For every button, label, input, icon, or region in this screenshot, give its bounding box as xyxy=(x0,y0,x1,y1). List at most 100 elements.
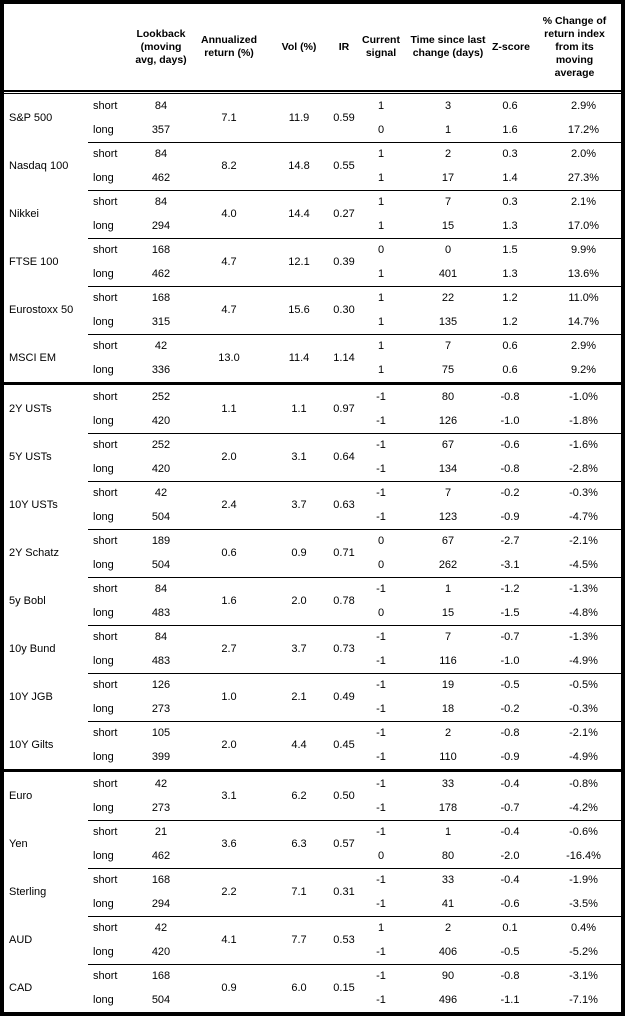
header-lookback: Lookback (moving avg, days) xyxy=(135,27,187,66)
annualized-return-value: 7.1 xyxy=(221,112,237,124)
z-score-value: 0.1 xyxy=(502,922,518,934)
ir-value: 0.30 xyxy=(333,304,355,316)
annualized-return-value: 4.1 xyxy=(221,934,237,946)
signal-value: -1 xyxy=(376,511,386,523)
annualized-return-value: 3.6 xyxy=(221,838,237,850)
instrument-name: 10y Bund xyxy=(9,643,56,655)
ir-value: 0.49 xyxy=(333,691,355,703)
signal-value: 1 xyxy=(377,220,385,232)
annualized-return-value: 8.2 xyxy=(221,160,237,172)
z-score-value: 0.3 xyxy=(502,196,518,208)
header-ir: IR xyxy=(338,40,350,53)
z-score-value: 0.6 xyxy=(502,340,518,352)
instrument-name: 5Y USTs xyxy=(9,451,52,463)
z-score-value: -0.2 xyxy=(500,703,520,715)
vol-value: 15.6 xyxy=(288,304,310,316)
annualized-return-value: 2.0 xyxy=(221,451,237,463)
time-since-change-value: 67 xyxy=(441,535,455,547)
signal-value: 1 xyxy=(377,268,385,280)
lookback-value: 252 xyxy=(151,439,171,451)
lookback-value: 126 xyxy=(151,679,171,691)
pct-change-value: 11.0% xyxy=(568,292,599,304)
lookback-value: 84 xyxy=(154,148,168,160)
signal-value: 0 xyxy=(377,607,385,619)
time-since-change-value: 406 xyxy=(438,946,458,958)
signal-value: -1 xyxy=(376,994,386,1006)
signal-value: -1 xyxy=(376,487,386,499)
horizon-label-long: long xyxy=(93,994,114,1006)
lookback-value: 42 xyxy=(154,922,168,934)
ir-value: 0.63 xyxy=(333,499,355,511)
instrument-name: 5y Bobl xyxy=(9,595,46,607)
pct-change-value: -4.9% xyxy=(569,655,598,667)
time-since-change-value: 134 xyxy=(438,463,458,475)
horizon-label-long: long xyxy=(93,898,114,910)
z-score-value: -0.7 xyxy=(500,631,520,643)
annualized-return-value: 4.7 xyxy=(221,304,237,316)
signal-value: -1 xyxy=(376,751,386,763)
lookback-value: 504 xyxy=(151,559,171,571)
vol-value: 4.4 xyxy=(291,739,307,751)
vol-value: 6.2 xyxy=(291,790,307,802)
instrument-name: Eurostoxx 50 xyxy=(9,304,74,316)
header-annualized-return: Annualized return (%) xyxy=(200,34,257,59)
horizon-label-short: short xyxy=(93,244,118,256)
ir-value: 0.31 xyxy=(333,886,355,898)
lookback-value: 84 xyxy=(154,196,168,208)
vol-value: 6.0 xyxy=(291,982,307,994)
z-score-value: -0.2 xyxy=(500,487,520,499)
pct-change-value: 17.0% xyxy=(567,220,600,232)
vol-value: 3.7 xyxy=(291,499,307,511)
horizon-label-long: long xyxy=(93,559,114,571)
signal-value: -1 xyxy=(376,631,386,643)
instrument-name: MSCI EM xyxy=(9,352,57,364)
instrument-name: CAD xyxy=(9,982,33,994)
z-score-value: -2.7 xyxy=(500,535,520,547)
z-score-value: 1.2 xyxy=(502,292,518,304)
signal-value: -1 xyxy=(376,655,386,667)
signal-value: 1 xyxy=(377,292,385,304)
pct-change-value: 17.2% xyxy=(567,124,600,136)
annualized-return-value: 1.1 xyxy=(221,403,237,415)
vol-value: 11.4 xyxy=(288,352,310,364)
signal-value: 1 xyxy=(377,922,385,934)
horizon-label-short: short xyxy=(93,778,118,790)
lookback-value: 168 xyxy=(151,970,171,982)
lookback-value: 84 xyxy=(154,100,168,112)
instrument-group: S&P 500 short long 84 357 7.1 11.9 0.59 1 0 3 1 0.6 1… xyxy=(4,94,621,142)
time-since-change-value: 126 xyxy=(438,415,458,427)
instrument-group: 10y Bund short long 84 483 2.7 3.7 0.73 -1 -1 7 116… xyxy=(4,625,621,673)
vol-value: 2.1 xyxy=(291,691,307,703)
lookback-value: 42 xyxy=(154,778,168,790)
horizon-label-short: short xyxy=(93,922,118,934)
z-score-value: -0.8 xyxy=(500,970,520,982)
time-since-change-value: 33 xyxy=(441,778,455,790)
lookback-value: 462 xyxy=(151,172,171,184)
pct-change-value: -1.6% xyxy=(569,439,598,451)
instrument-name: S&P 500 xyxy=(9,112,53,124)
z-score-value: 1.3 xyxy=(502,220,518,232)
z-score-value: -0.8 xyxy=(500,391,520,403)
pct-change-value: -0.3% xyxy=(569,703,598,715)
z-score-value: 1.2 xyxy=(502,316,518,328)
pct-change-value: -1.3% xyxy=(569,583,598,595)
pct-change-value: -1.3% xyxy=(569,631,598,643)
z-score-value: -0.6 xyxy=(500,898,520,910)
horizon-label-long: long xyxy=(93,268,114,280)
ir-value: 0.71 xyxy=(333,547,355,559)
horizon-label-long: long xyxy=(93,220,114,232)
instrument-name: FTSE 100 xyxy=(9,256,59,268)
horizon-label-short: short xyxy=(93,340,118,352)
annualized-return-value: 3.1 xyxy=(221,790,237,802)
signal-value: -1 xyxy=(376,898,386,910)
vol-value: 3.7 xyxy=(291,643,307,655)
horizon-label-short: short xyxy=(93,148,118,160)
pct-change-value: -0.5% xyxy=(569,679,598,691)
time-since-change-value: 401 xyxy=(438,268,458,280)
ir-value: 0.97 xyxy=(333,403,355,415)
instrument-group: Euro short long 42 273 3.1 6.2 0.50 -1 -1 33 178 -0.… xyxy=(4,772,621,820)
z-score-value: 1.6 xyxy=(502,124,518,136)
signal-value: -1 xyxy=(376,946,386,958)
z-score-value: -0.9 xyxy=(500,511,520,523)
z-score-value: -3.1 xyxy=(500,559,520,571)
